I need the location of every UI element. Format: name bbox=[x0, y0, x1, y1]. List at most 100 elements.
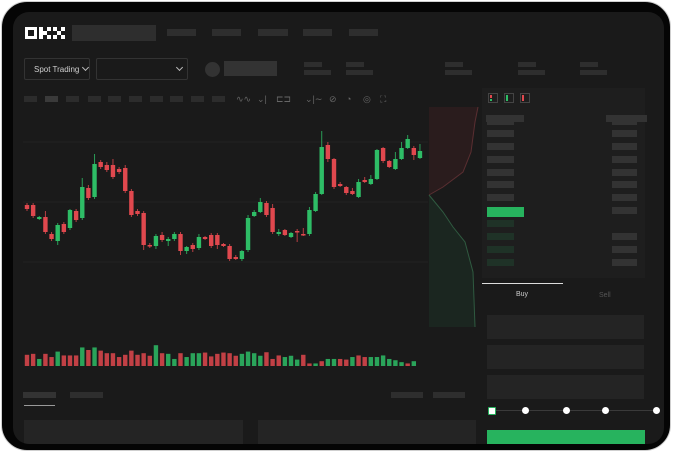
target-icon[interactable]: ◎ bbox=[363, 94, 371, 104]
orderbook-price[interactable] bbox=[487, 194, 514, 201]
timeframe-button[interactable] bbox=[108, 96, 121, 102]
gauge-icon[interactable]: ◔ bbox=[346, 94, 352, 104]
chart-type-icon[interactable]: ⌄| bbox=[257, 94, 267, 104]
leverage-slider[interactable] bbox=[491, 410, 657, 411]
fullscreen-icon[interactable]: ⛶ bbox=[380, 94, 387, 104]
volume-bar bbox=[166, 353, 171, 366]
both-sides-icon[interactable] bbox=[488, 93, 498, 103]
timeframe-button[interactable] bbox=[88, 96, 101, 102]
candle-body bbox=[30, 205, 36, 216]
timeframe-button[interactable] bbox=[191, 96, 204, 102]
product-select[interactable]: Spot Trading bbox=[24, 58, 90, 80]
orderbook-price[interactable] bbox=[487, 233, 514, 240]
volume-bar bbox=[215, 353, 220, 366]
timeframe-button[interactable] bbox=[66, 96, 79, 102]
slider-step-100[interactable] bbox=[653, 407, 660, 414]
volume-bar bbox=[55, 351, 60, 366]
volume-bar bbox=[356, 355, 361, 366]
volume-bar bbox=[387, 358, 392, 366]
tab-sell[interactable]: Sell bbox=[599, 292, 611, 299]
candle-body bbox=[190, 245, 195, 249]
candle-body bbox=[276, 232, 281, 234]
candle-body bbox=[178, 234, 183, 251]
slider-step-75[interactable] bbox=[602, 407, 609, 414]
candle-body bbox=[288, 233, 294, 237]
volume-bar bbox=[172, 358, 177, 366]
filter-button[interactable] bbox=[391, 392, 423, 398]
slider-step-50[interactable] bbox=[563, 407, 570, 414]
volume-bar bbox=[258, 355, 263, 366]
search-bar[interactable] bbox=[72, 25, 156, 41]
candle-body bbox=[67, 210, 73, 228]
coin-icon bbox=[205, 62, 220, 77]
orderbook-amount bbox=[612, 207, 637, 214]
pair-name bbox=[224, 61, 277, 76]
candle-body bbox=[37, 217, 42, 219]
candle-body bbox=[264, 203, 269, 215]
price-input[interactable] bbox=[487, 315, 644, 339]
timeframe-button[interactable] bbox=[170, 96, 183, 102]
timeframe-button[interactable] bbox=[150, 96, 163, 102]
candle-body bbox=[55, 225, 60, 241]
indicator-icon[interactable]: ∿∿ bbox=[236, 94, 252, 104]
nav-item[interactable] bbox=[258, 29, 288, 36]
stat-label bbox=[346, 62, 364, 67]
candle-body bbox=[98, 162, 103, 167]
nav-item[interactable] bbox=[212, 29, 241, 36]
orderbook-price[interactable] bbox=[487, 220, 514, 227]
tab-buy[interactable]: Buy bbox=[516, 291, 529, 298]
product-select-label: Spot Trading bbox=[34, 64, 80, 74]
candlestick-chart[interactable] bbox=[13, 12, 483, 382]
orderbook-amount bbox=[612, 156, 637, 163]
filter-button[interactable] bbox=[433, 392, 465, 398]
line-icon[interactable]: ⌄|∼ bbox=[305, 94, 323, 104]
tab-open-orders[interactable] bbox=[23, 392, 56, 398]
compare-icon[interactable]: ⊏⊐ bbox=[276, 94, 292, 104]
okx-logo[interactable] bbox=[25, 27, 65, 39]
candle-body bbox=[159, 235, 165, 240]
bids-only-icon[interactable] bbox=[504, 93, 514, 103]
asks-only-icon[interactable] bbox=[520, 93, 530, 103]
candle-body bbox=[350, 191, 355, 194]
candle-body bbox=[104, 165, 110, 170]
app-screen: Spot Trading ∿∿ ⌄| ⊏⊐ ⌄|∼ ⊘ ◔ ◎ ⛶ Bu bbox=[13, 12, 664, 444]
orderbook-price[interactable] bbox=[487, 169, 514, 176]
volume-bar bbox=[104, 353, 110, 366]
nav-item[interactable] bbox=[167, 29, 196, 36]
candle-body bbox=[331, 159, 337, 187]
volume-bar bbox=[227, 353, 232, 366]
orderbook-price[interactable] bbox=[487, 118, 514, 125]
orderbook-amount bbox=[612, 259, 637, 266]
orderbook-price[interactable] bbox=[487, 246, 514, 253]
buy-button[interactable] bbox=[487, 430, 645, 444]
amount-input[interactable] bbox=[487, 345, 644, 369]
pair-select[interactable] bbox=[96, 58, 188, 80]
timeframe-button[interactable] bbox=[45, 96, 58, 102]
candle-body bbox=[123, 168, 128, 191]
orderbook-price[interactable] bbox=[487, 143, 514, 150]
last-price[interactable] bbox=[487, 207, 524, 217]
candle-body bbox=[43, 217, 48, 232]
orderbook-price[interactable] bbox=[487, 181, 514, 188]
orderbook-price[interactable] bbox=[487, 259, 514, 266]
timeframe-button[interactable] bbox=[24, 96, 37, 102]
volume-bar bbox=[80, 347, 85, 366]
nav-item[interactable] bbox=[303, 29, 332, 36]
volume-bar bbox=[331, 358, 337, 366]
tab-order-history[interactable] bbox=[70, 392, 103, 398]
timeframe-button[interactable] bbox=[129, 96, 142, 102]
volume-bar bbox=[110, 353, 116, 366]
volume-bar bbox=[184, 357, 189, 366]
volume-bar bbox=[288, 355, 294, 366]
orderbook-price[interactable] bbox=[487, 156, 514, 163]
nav-item[interactable] bbox=[349, 29, 378, 36]
slider-handle[interactable] bbox=[488, 407, 496, 415]
total-input[interactable] bbox=[487, 375, 644, 399]
orderbook-amount bbox=[612, 181, 637, 188]
slider-step-25[interactable] bbox=[522, 407, 529, 414]
volume-bar bbox=[276, 355, 281, 366]
volume-bar bbox=[251, 353, 257, 366]
draw-icon[interactable]: ⊘ bbox=[329, 94, 337, 104]
orderbook-price[interactable] bbox=[487, 130, 514, 137]
timeframe-button[interactable] bbox=[212, 96, 225, 102]
